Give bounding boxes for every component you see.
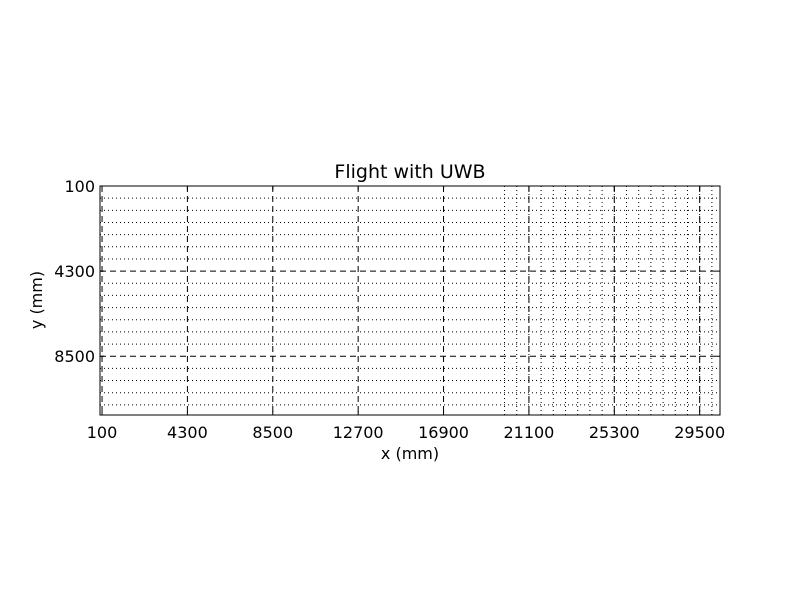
x-tick-label: 25300 — [589, 423, 640, 442]
plot-area-frame — [99, 185, 721, 416]
y-tick-label: 100 — [64, 177, 95, 196]
x-tick-label: 4300 — [167, 423, 208, 442]
y-tick-label: 4300 — [54, 262, 95, 281]
chart-title: Flight with UWB — [334, 161, 485, 183]
x-tick-label: 16900 — [418, 423, 469, 442]
x-axis-label: x (mm) — [381, 444, 439, 463]
x-tick-label: 21100 — [503, 423, 554, 442]
x-tick-label: 12700 — [333, 423, 384, 442]
y-axis-label: y (mm) — [27, 271, 46, 329]
y-tick-label: 8500 — [54, 347, 95, 366]
x-tick-label: 8500 — [252, 423, 293, 442]
x-tick-label: 100 — [87, 423, 118, 442]
x-tick-label: 29500 — [674, 423, 725, 442]
